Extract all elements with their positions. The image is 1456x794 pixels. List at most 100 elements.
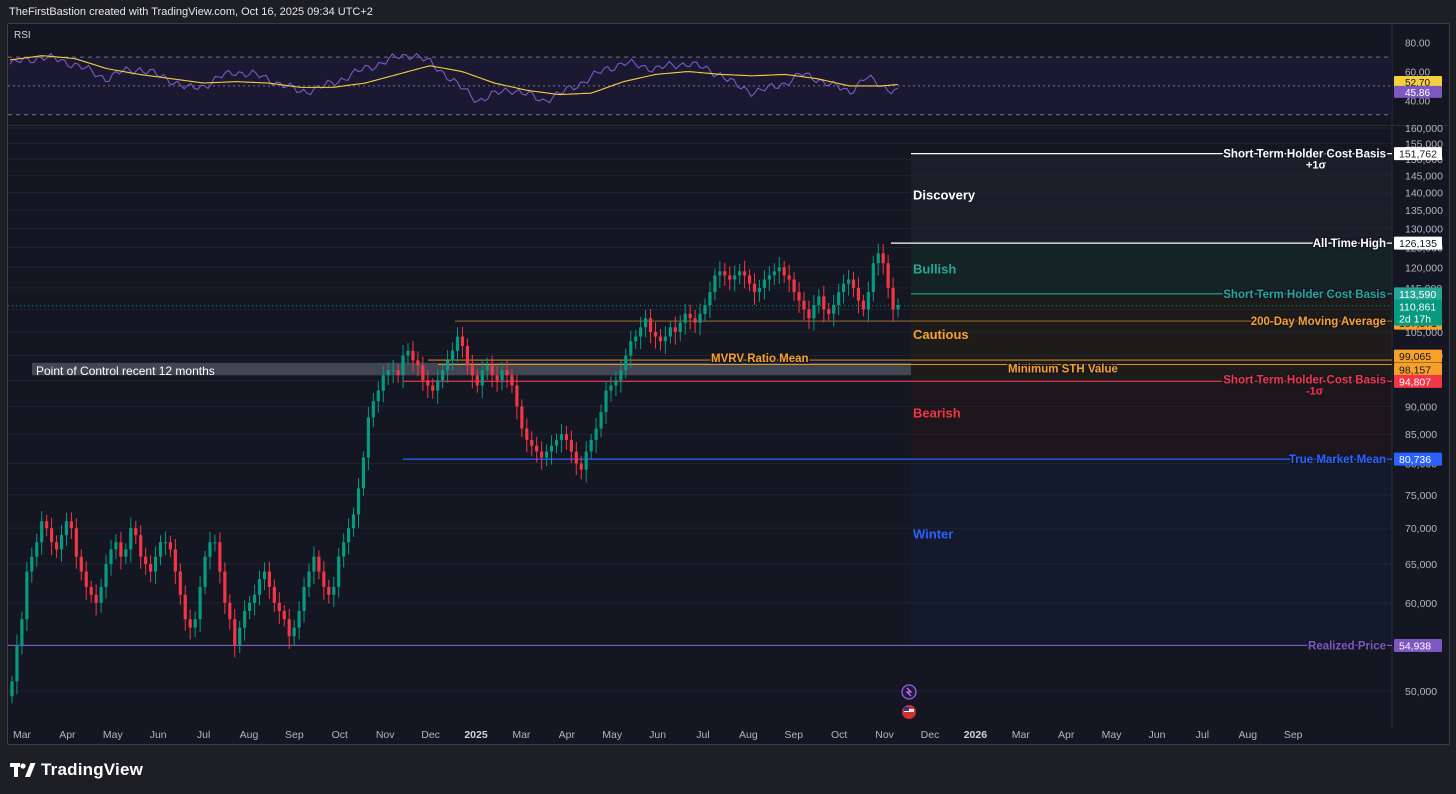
time-tick-label: Jul: [197, 729, 210, 741]
candle-body: [807, 309, 811, 319]
candle-body: [183, 594, 187, 620]
price-badge: [1394, 349, 1442, 363]
price-badge: [1394, 147, 1442, 161]
candle-body: [356, 488, 361, 515]
candle-body: [559, 434, 564, 440]
candle-body: [668, 327, 672, 337]
candle-body: [188, 619, 192, 628]
candle-body: [470, 365, 474, 376]
rsi-line: [9, 52, 899, 104]
candle-body: [381, 375, 385, 391]
time-tick-label: 2026: [964, 729, 988, 741]
candle-body: [530, 439, 534, 446]
candle-body: [25, 571, 29, 620]
candle-body: [832, 304, 836, 314]
candle-body: [114, 542, 118, 550]
time-tick-label: Sep: [1284, 729, 1303, 741]
level-label: Minimum STH Value: [1008, 364, 1118, 376]
candle-body: [401, 355, 405, 376]
candle-body: [158, 542, 163, 557]
time-tick-label: Apr: [1058, 729, 1075, 741]
candle-body: [549, 445, 554, 452]
candle-body: [178, 571, 182, 595]
candle-body: [252, 594, 257, 603]
price-badge-value: 98,157: [1399, 365, 1431, 377]
time-tick-label: Oct: [332, 729, 348, 741]
candle-body: [718, 271, 722, 276]
level-label: 200-Day Moving Average: [1251, 316, 1386, 328]
candle-body: [846, 279, 851, 284]
candle-body: [708, 292, 712, 305]
candle-body: [856, 287, 861, 301]
candle-body: [480, 370, 484, 386]
tradingview-brand[interactable]: TradingView: [10, 759, 143, 781]
candle-body: [733, 275, 737, 280]
candle-body: [866, 292, 870, 310]
zone-winter-bg: [911, 459, 1392, 646]
price-axis: 50,00055,00060,00065,00070,00075,00080,0…: [1405, 123, 1443, 698]
candle-body: [119, 542, 123, 557]
candle-body: [777, 267, 781, 272]
candle-body: [347, 528, 351, 543]
rsi-value: 45.86: [1405, 88, 1430, 99]
candle-body: [426, 380, 430, 386]
candle-body: [351, 514, 356, 529]
level-sublabel: -1σ: [1306, 385, 1324, 397]
price-tick-label: 140,000: [1405, 188, 1443, 200]
candle-body: [79, 556, 83, 572]
candle-body: [312, 556, 316, 572]
candle-body: [233, 619, 237, 645]
candle-body: [896, 304, 900, 310]
candle-body: [302, 586, 306, 611]
price-badge: [1394, 452, 1442, 466]
candle-body: [584, 451, 588, 470]
candle-body: [634, 336, 638, 342]
level-label: Short Term Holder Cost Basis: [1223, 289, 1386, 301]
price-badge: [1394, 287, 1442, 301]
candle-body: [797, 292, 801, 301]
time-tick-label: Aug: [739, 729, 758, 741]
tradingview-logo-icon: [10, 762, 36, 777]
candle-body: [327, 586, 331, 595]
candle-body: [569, 439, 573, 452]
candle-body: [673, 327, 677, 332]
candle-body: [871, 263, 875, 293]
candle-body: [376, 390, 380, 402]
time-tick-label: Jul: [696, 729, 709, 741]
candle-body: [817, 296, 821, 305]
candle-body: [69, 521, 73, 529]
candle-body: [698, 313, 702, 323]
candle-body: [139, 535, 143, 557]
candle-body: [361, 457, 366, 489]
candle-body: [297, 610, 301, 628]
candle-body: [342, 542, 346, 557]
candle-body: [109, 549, 113, 565]
candle-body: [277, 602, 281, 611]
candle-body: [193, 619, 197, 628]
candle-body: [747, 275, 752, 284]
candle-body: [411, 350, 415, 361]
price-badge-value: 94,807: [1399, 376, 1431, 388]
time-tick-label: Jun: [649, 729, 666, 741]
candle-body: [851, 279, 856, 288]
price-badge-value: 126,135: [1399, 238, 1437, 250]
candle-body: [59, 535, 64, 550]
zone-cautious-bg: [911, 293, 1392, 382]
candle-body: [876, 253, 880, 264]
candle-body: [386, 370, 390, 376]
candle-body: [693, 318, 697, 323]
price-tick-label: 60,000: [1405, 598, 1437, 610]
candle-body: [203, 556, 207, 587]
zone-label: Cautious: [913, 327, 969, 342]
candle-body: [163, 542, 168, 544]
price-badge: [1394, 236, 1442, 250]
candle-body: [842, 283, 846, 293]
candle-body: [366, 417, 370, 458]
candle-body: [614, 380, 618, 386]
candle-body: [812, 304, 816, 319]
chart-frame: RSI 40.00 60.00 80.00 52.70 45.86 Point of Co…: [7, 23, 1450, 745]
candle-body: [223, 571, 227, 603]
candle-body: [495, 375, 499, 381]
time-tick-label: Mar: [13, 729, 32, 741]
